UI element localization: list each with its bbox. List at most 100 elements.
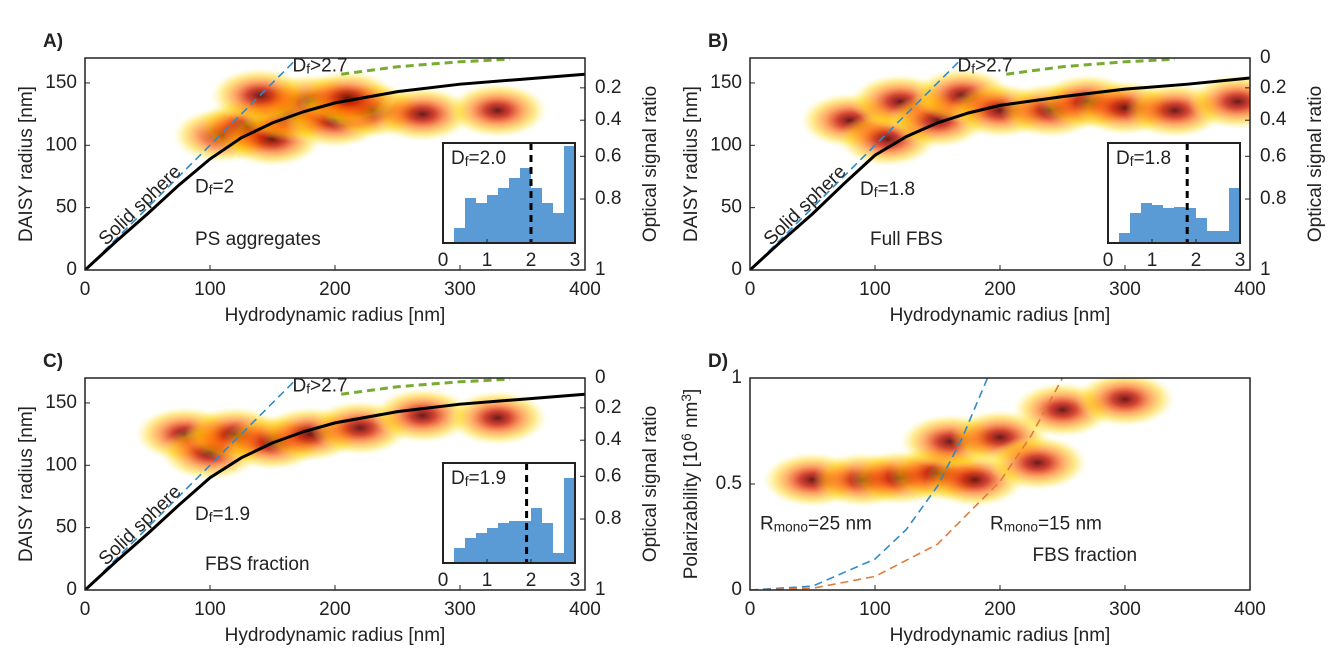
x-axis-label: Hydrodynamic radius [nm] [890,625,1111,646]
y-tick-label: 150 [710,72,742,93]
y2-axis-label: Optical signal ratio [640,86,661,242]
histogram-bar [531,188,542,243]
annotation: Full FBS [870,229,943,250]
inset-tick-label: 3 [570,570,581,591]
y2-tick-label: 1 [595,259,606,280]
curve [85,72,585,270]
y2-tick-label: 0 [1260,47,1271,68]
text-part: nm [681,402,702,434]
histogram-bar [1141,203,1152,243]
script-text: f [465,154,469,169]
histogram-bar [520,168,531,243]
x-tick-label: 100 [194,599,226,620]
text-part: =1.9 [213,504,251,525]
density-blob [372,86,473,142]
density-map [762,378,1175,508]
inset-tick-label: 3 [570,250,581,271]
histogram-bar [1196,218,1207,243]
curves [85,58,585,270]
histogram-bar [509,178,520,243]
y-tick-label: 0 [66,259,77,280]
curves [85,378,585,590]
text-part: R [760,513,774,534]
x-tick-label: 200 [984,279,1016,300]
inset-tick-label: 1 [482,570,493,591]
script-text: 3 [679,394,694,402]
y2-tick-label: 0.4 [595,429,622,450]
y-tick-label: 100 [45,454,77,475]
curve [1006,58,1176,76]
text-part: =1.8 [878,179,916,200]
script-text: f [1130,154,1134,169]
histogram-bar [564,146,575,243]
text-part: >2.7 [975,56,1013,77]
panel-label: A) [43,31,63,52]
y2-tick-label: 0.2 [595,397,621,418]
curve-label: Df=2 [195,177,234,198]
inset-label: Df=1.8 [1116,148,1171,169]
y-tick-label: 100 [710,134,742,155]
y2-tick-label: 0.2 [1260,77,1286,98]
curve [341,58,511,76]
y-axis-label: DAISY radius [nm] [681,86,702,242]
x-tick-label: 200 [984,599,1016,620]
inset-tick-label: 2 [526,570,537,591]
curve [750,378,1064,590]
y2-axis-label: Optical signal ratio [1305,86,1326,242]
x-tick-label: 100 [859,599,891,620]
x-tick-label: 0 [80,279,91,300]
curve-label: Df=1.8 [860,179,915,200]
curve-label: Rmono=25 nm [760,513,872,534]
y-tick-label: 50 [56,517,77,538]
histogram-bar [1229,188,1240,243]
histogram-bar [487,528,498,563]
x-tick-label: 300 [444,599,476,620]
x-tick-label: 0 [745,599,756,620]
y-tick-label: 0 [731,259,742,280]
histogram-bar [542,523,553,563]
density-map [172,67,548,167]
y-tick-label: 0 [66,579,77,600]
text-part: >2.7 [310,376,348,397]
density-blob [297,70,398,126]
panel: D)Rmono=25 nm Rmono=15 nm0 100 200 300 40000.… [679,351,1266,646]
annotation: FBS fraction [205,554,310,575]
histogram-bar [465,538,476,563]
text-part: D [195,504,209,525]
x-axis-label: Hydrodynamic radius [nm] [890,305,1111,326]
y2-tick-label: 0.4 [1260,109,1287,130]
curve [750,378,989,590]
curve [85,378,299,590]
x-tick-label: 400 [1234,279,1266,300]
curve-label: Df>2.7 [958,56,1013,77]
density-blob [1187,74,1250,130]
histogram-bar [553,553,564,563]
panel: C)Solid sphere Df=1.9Df>2.70 100 200 300 4000… [16,351,661,646]
text-part: =2.0 [469,148,507,169]
y-axis-label: DAISY radius [nm] [16,406,37,562]
inset-tick-label: 0 [438,250,449,271]
y-axis-label: Polarizability [106 nm3] [679,389,702,580]
histogram-bar [1185,208,1196,243]
curve [85,58,299,270]
text-part: =15 nm [1038,513,1102,534]
text-part: =25 nm [808,513,872,534]
inset-frame [442,142,576,244]
script-text: 6 [679,433,694,441]
histogram-bar [498,523,509,563]
script-text: mono [774,519,809,534]
panel-label: D) [708,351,728,372]
histogram-bar [487,195,498,243]
inset-tick-label: 2 [1191,250,1202,271]
histogram-bar [509,521,520,563]
text-part: D [958,56,972,77]
inset: 0 1 2 3 Df=1.9 [438,462,581,591]
inset: 0 1 2 3 Df=1.8 [1103,142,1245,271]
inset-tick-label: 1 [1147,250,1158,271]
histogram-bar [531,508,542,563]
x-tick-label: 300 [1109,599,1141,620]
text-part: D [1116,148,1130,169]
x-axis-label: Hydrodynamic radius [nm] [225,625,446,646]
density-blob [447,82,548,138]
